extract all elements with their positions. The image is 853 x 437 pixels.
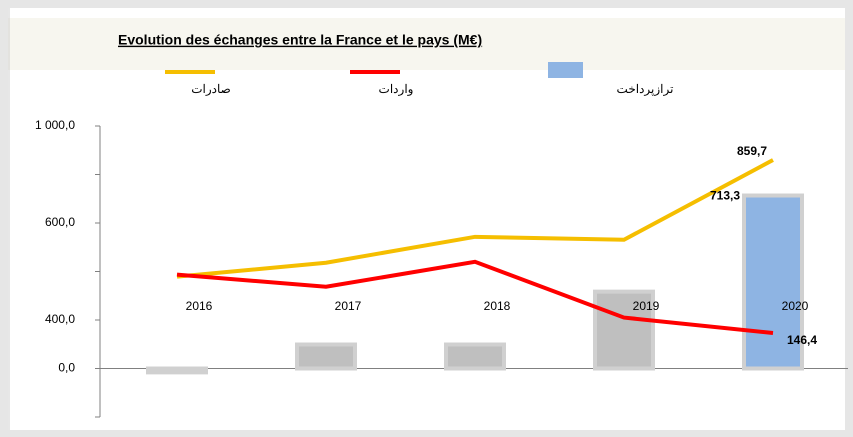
bar — [593, 289, 655, 371]
data-label: 713,3 — [710, 189, 740, 203]
panel — [8, 8, 845, 430]
data-label: 146,4 — [787, 333, 817, 347]
x-tick-label: 2019 — [633, 299, 660, 313]
legend-label: واردات — [379, 82, 414, 96]
bar — [295, 342, 357, 371]
legend-label: ترازپرداخت — [617, 82, 674, 96]
y-tick-label: 400,0 — [45, 312, 75, 326]
x-tick-label: 2017 — [335, 299, 362, 313]
y-tick-label: 1 000,0 — [35, 118, 75, 132]
x-tick-label: 2016 — [186, 299, 213, 313]
line — [176, 158, 774, 279]
bar — [146, 366, 208, 375]
y-tick-label: 0,0 — [58, 361, 75, 375]
legend-swatch — [548, 62, 583, 78]
data-label: 859,7 — [737, 144, 767, 158]
title-band — [8, 18, 845, 70]
x-tick-label: 2018 — [484, 299, 511, 313]
line — [176, 259, 774, 335]
y-tick-label: 600,0 — [45, 215, 75, 229]
bar — [444, 342, 506, 371]
x-tick-label: 2020 — [782, 299, 809, 313]
bar — [742, 193, 804, 371]
chart-title: Evolution des échanges entre la France e… — [118, 32, 482, 48]
legend-label: صادرات — [191, 82, 231, 96]
